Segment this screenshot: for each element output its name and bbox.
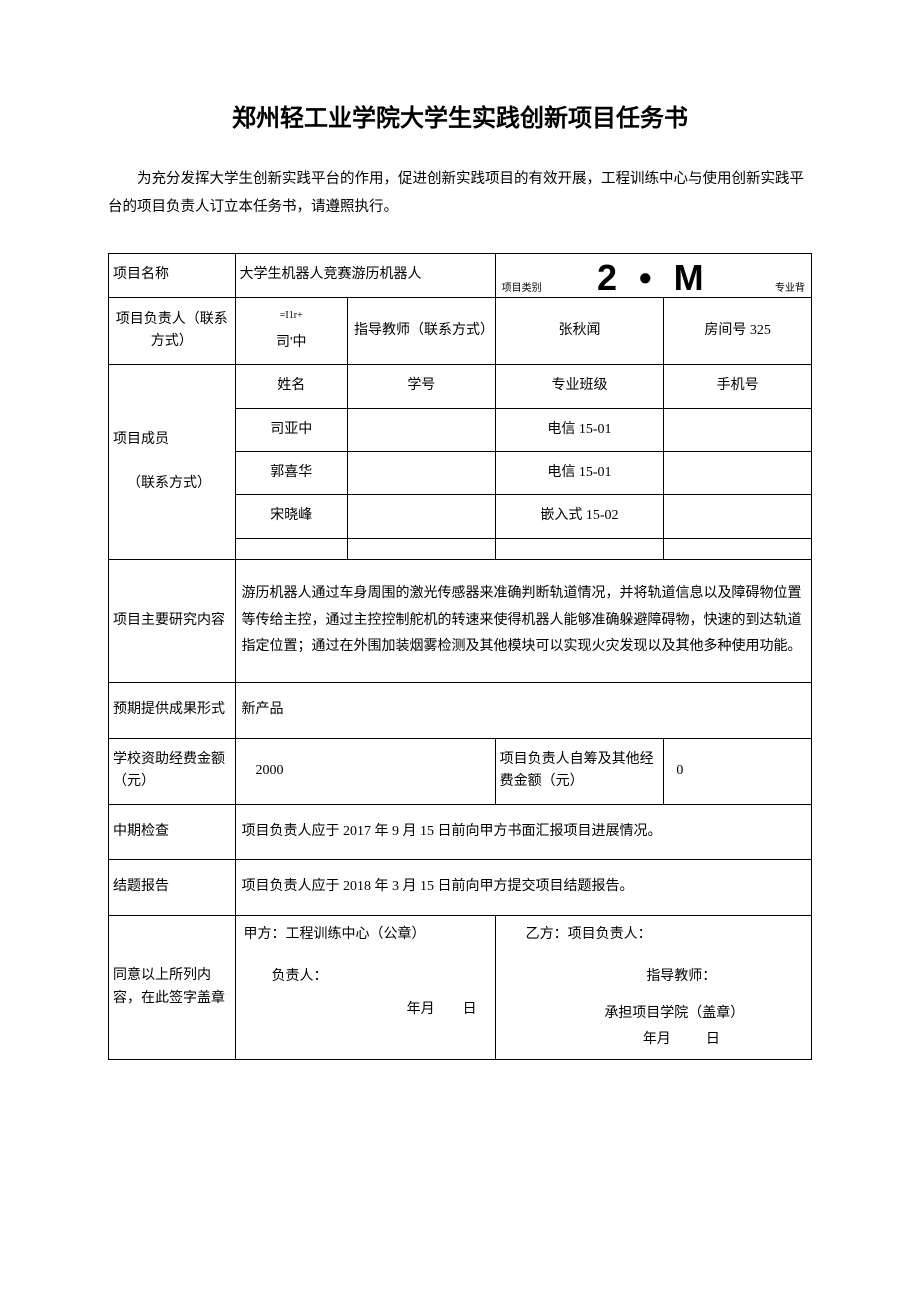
date-a: 年月 日 [244,999,487,1021]
table-row: 结题报告 项目负责人应于 2018 年 3 月 15 日前向甲方提交项目结题报告… [109,860,812,916]
label-final: 结题报告 [109,860,236,916]
table-row: 项目负责人（联系方式） =I1r+ 司'中 指导教师（联系方式） 张秋闻 房间号… [109,297,812,364]
responsible-label: 负责人： [244,966,487,988]
value-final: 项目负责人应于 2018 年 3 月 15 日前向甲方提交项目结题报告。 [235,860,811,916]
stamp-tr: 专业背 [775,281,805,297]
table-row: 项目名称 大学生机器人竞赛游历机器人 2 • M 项目类别 专业背 [109,254,812,297]
college-seal-label: 承担项目学院（盖章） [504,1003,803,1025]
member-class [495,538,664,559]
label-advisor: 指导教师（联系方式） [348,297,496,364]
label-agreement: 同意以上所列内容，在此签字盖章 [109,915,236,1060]
table-row: 预期提供成果形式 新产品 [109,683,812,739]
value-self-fund: 0 [664,738,812,804]
value-school-fund: 2000 [235,738,495,804]
date-ym: 年月 [643,1032,671,1047]
value-project-name: 大学生机器人竞赛游历机器人 [235,254,495,297]
member-phone [664,538,812,559]
member-sno [348,495,496,538]
page-title: 郑州轻工业学院大学生实践创新项目任务书 [108,100,812,138]
date-b: 年月 日 [504,1029,803,1051]
date-ym: 年月 [407,1002,435,1017]
party-a-title: 甲方：工程训练中心（公章） [235,915,495,954]
stamp-tl: 项目类别 [502,281,542,297]
label-content: 项目主要研究内容 [109,559,236,682]
header-phone: 手机号 [664,365,812,408]
advisor-sign-label: 指导教师： [504,966,803,988]
task-form-table: 项目名称 大学生机器人竞赛游历机器人 2 • M 项目类别 专业背 项目负责人（… [108,253,812,1060]
member-sno [348,452,496,495]
table-row: 项目主要研究内容 游历机器人通过车身周围的激光传感器来准确判断轨道情况，并将轨道… [109,559,812,682]
member-name: 宋晓峰 [235,495,347,538]
value-advisor: 张秋闻 [495,297,664,364]
table-row: 中期检查 项目负责人应于 2017 年 9 月 15 日前向甲方书面汇报项目进展… [109,804,812,860]
header-name: 姓名 [235,365,347,408]
stamp-cell: 2 • M 项目类别 专业背 [495,254,811,297]
label-self-fund: 项目负责人自筹及其他经费金额（元） [495,738,664,804]
label-members: 项目成员 （联系方式） [109,365,236,560]
member-phone [664,452,812,495]
member-name: 郭喜华 [235,452,347,495]
leader-prefix: =I1r+ [280,310,303,321]
date-d: 日 [463,1002,477,1017]
members-label-2: （联系方式） [113,476,211,491]
member-phone [664,408,812,451]
member-phone [664,495,812,538]
label-result-form: 预期提供成果形式 [109,683,236,739]
label-school-fund: 学校资助经费金额（元） [109,738,236,804]
members-label-1: 项目成员 [113,432,169,447]
member-class: 电信 15-01 [495,452,664,495]
table-row: 项目成员 （联系方式） 姓名 学号 专业班级 手机号 [109,365,812,408]
value-content: 游历机器人通过车身周围的激光传感器来准确判断轨道情况，并将轨道信息以及障碍物位置… [235,559,811,682]
member-class: 电信 15-01 [495,408,664,451]
table-row: 同意以上所列内容，在此签字盖章 甲方：工程训练中心（公章） 乙方：项目负责人： [109,915,812,954]
member-name: 司亚中 [235,408,347,451]
value-result-form: 新产品 [235,683,811,739]
member-name [235,538,347,559]
value-midterm: 项目负责人应于 2017 年 9 月 15 日前向甲方书面汇报项目进展情况。 [235,804,811,860]
label-project-name: 项目名称 [109,254,236,297]
member-class: 嵌入式 15-02 [495,495,664,538]
header-class: 专业班级 [495,365,664,408]
intro-paragraph: 为充分发挥大学生创新实践平台的作用，促进创新实践项目的有效开展，工程训练中心与使… [108,166,812,221]
member-sno [348,408,496,451]
header-sno: 学号 [348,365,496,408]
party-b-title: 乙方：项目负责人： [495,915,811,954]
member-sno [348,538,496,559]
label-midterm: 中期检查 [109,804,236,860]
value-leader: =I1r+ 司'中 [235,297,347,364]
date-d: 日 [706,1032,720,1047]
label-leader: 项目负责人（联系方式） [109,297,236,364]
leader-name: 司'中 [276,335,307,350]
table-row: 学校资助经费金额（元） 2000 项目负责人自筹及其他经费金额（元） 0 [109,738,812,804]
value-room: 房间号 325 [664,297,812,364]
stamp-main-text: 2 • M [496,254,811,296]
